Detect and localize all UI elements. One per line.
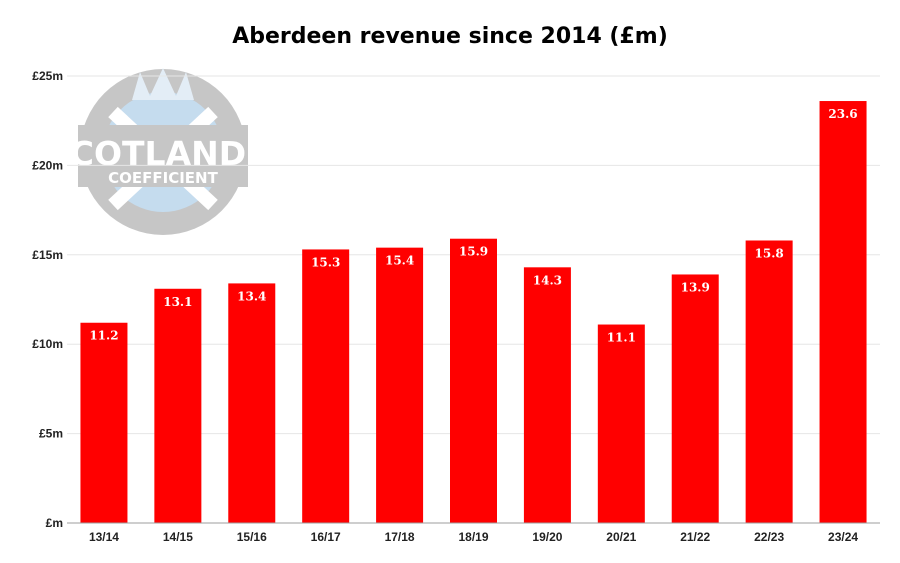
x-tick-label: 18/19 xyxy=(458,530,488,544)
x-tick-label: 13/14 xyxy=(89,530,119,544)
chart-title: Aberdeen revenue since 2014 (£m) xyxy=(232,24,668,49)
data-label: 15.3 xyxy=(311,255,340,269)
data-label: 14.3 xyxy=(533,273,562,287)
y-axis-ticks: £m £5m £10m £15m £20m £25m xyxy=(32,69,63,530)
data-label: 11.2 xyxy=(89,329,118,343)
bar xyxy=(819,101,867,524)
data-label: 13.9 xyxy=(681,280,710,294)
y-tick-label: £5m xyxy=(39,427,63,441)
bar xyxy=(597,324,645,523)
y-tick-label: £20m xyxy=(32,158,63,172)
data-label: 13.1 xyxy=(163,295,192,309)
y-tick-label: £m xyxy=(46,516,63,530)
bar xyxy=(376,247,424,523)
x-tick-label: 20/21 xyxy=(606,530,636,544)
data-label: 23.6 xyxy=(828,107,857,121)
x-tick-label: 23/24 xyxy=(828,530,858,544)
bar xyxy=(302,249,350,523)
data-label: 11.1 xyxy=(607,331,636,345)
bars: 11.2 13.1 13.4 15.3 15.4 15.9 14.3 11.1 13.9 15.8… xyxy=(80,101,867,524)
data-label: 15.8 xyxy=(755,246,784,260)
y-tick-label: £15m xyxy=(32,248,63,262)
x-tick-label: 16/17 xyxy=(311,530,341,544)
x-tick-label: 14/15 xyxy=(163,530,193,544)
watermark-text-line1: SCOTLAND'S xyxy=(46,134,280,173)
bar xyxy=(523,267,571,523)
bar xyxy=(671,274,719,523)
x-tick-label: 15/16 xyxy=(237,530,267,544)
x-tick-label: 22/23 xyxy=(754,530,784,544)
bar xyxy=(154,288,202,523)
watermark-skyline xyxy=(132,68,194,100)
data-label: 13.4 xyxy=(237,289,266,303)
data-label: 15.4 xyxy=(385,254,414,268)
y-tick-label: £25m xyxy=(32,69,63,83)
watermark-text-line2: COEFFICIENT xyxy=(108,169,218,187)
data-label: 15.9 xyxy=(459,245,488,259)
x-tick-label: 19/20 xyxy=(532,530,562,544)
bar xyxy=(450,238,497,523)
x-axis-ticks: 13/14 14/15 15/16 16/17 17/18 18/19 19/20 20/21… xyxy=(89,530,858,544)
y-tick-label: £10m xyxy=(32,337,63,351)
bar xyxy=(745,240,793,523)
bar xyxy=(80,322,128,523)
x-tick-label: 21/22 xyxy=(680,530,710,544)
watermark-banner xyxy=(78,125,248,187)
bar xyxy=(228,283,276,523)
x-tick-label: 17/18 xyxy=(385,530,415,544)
